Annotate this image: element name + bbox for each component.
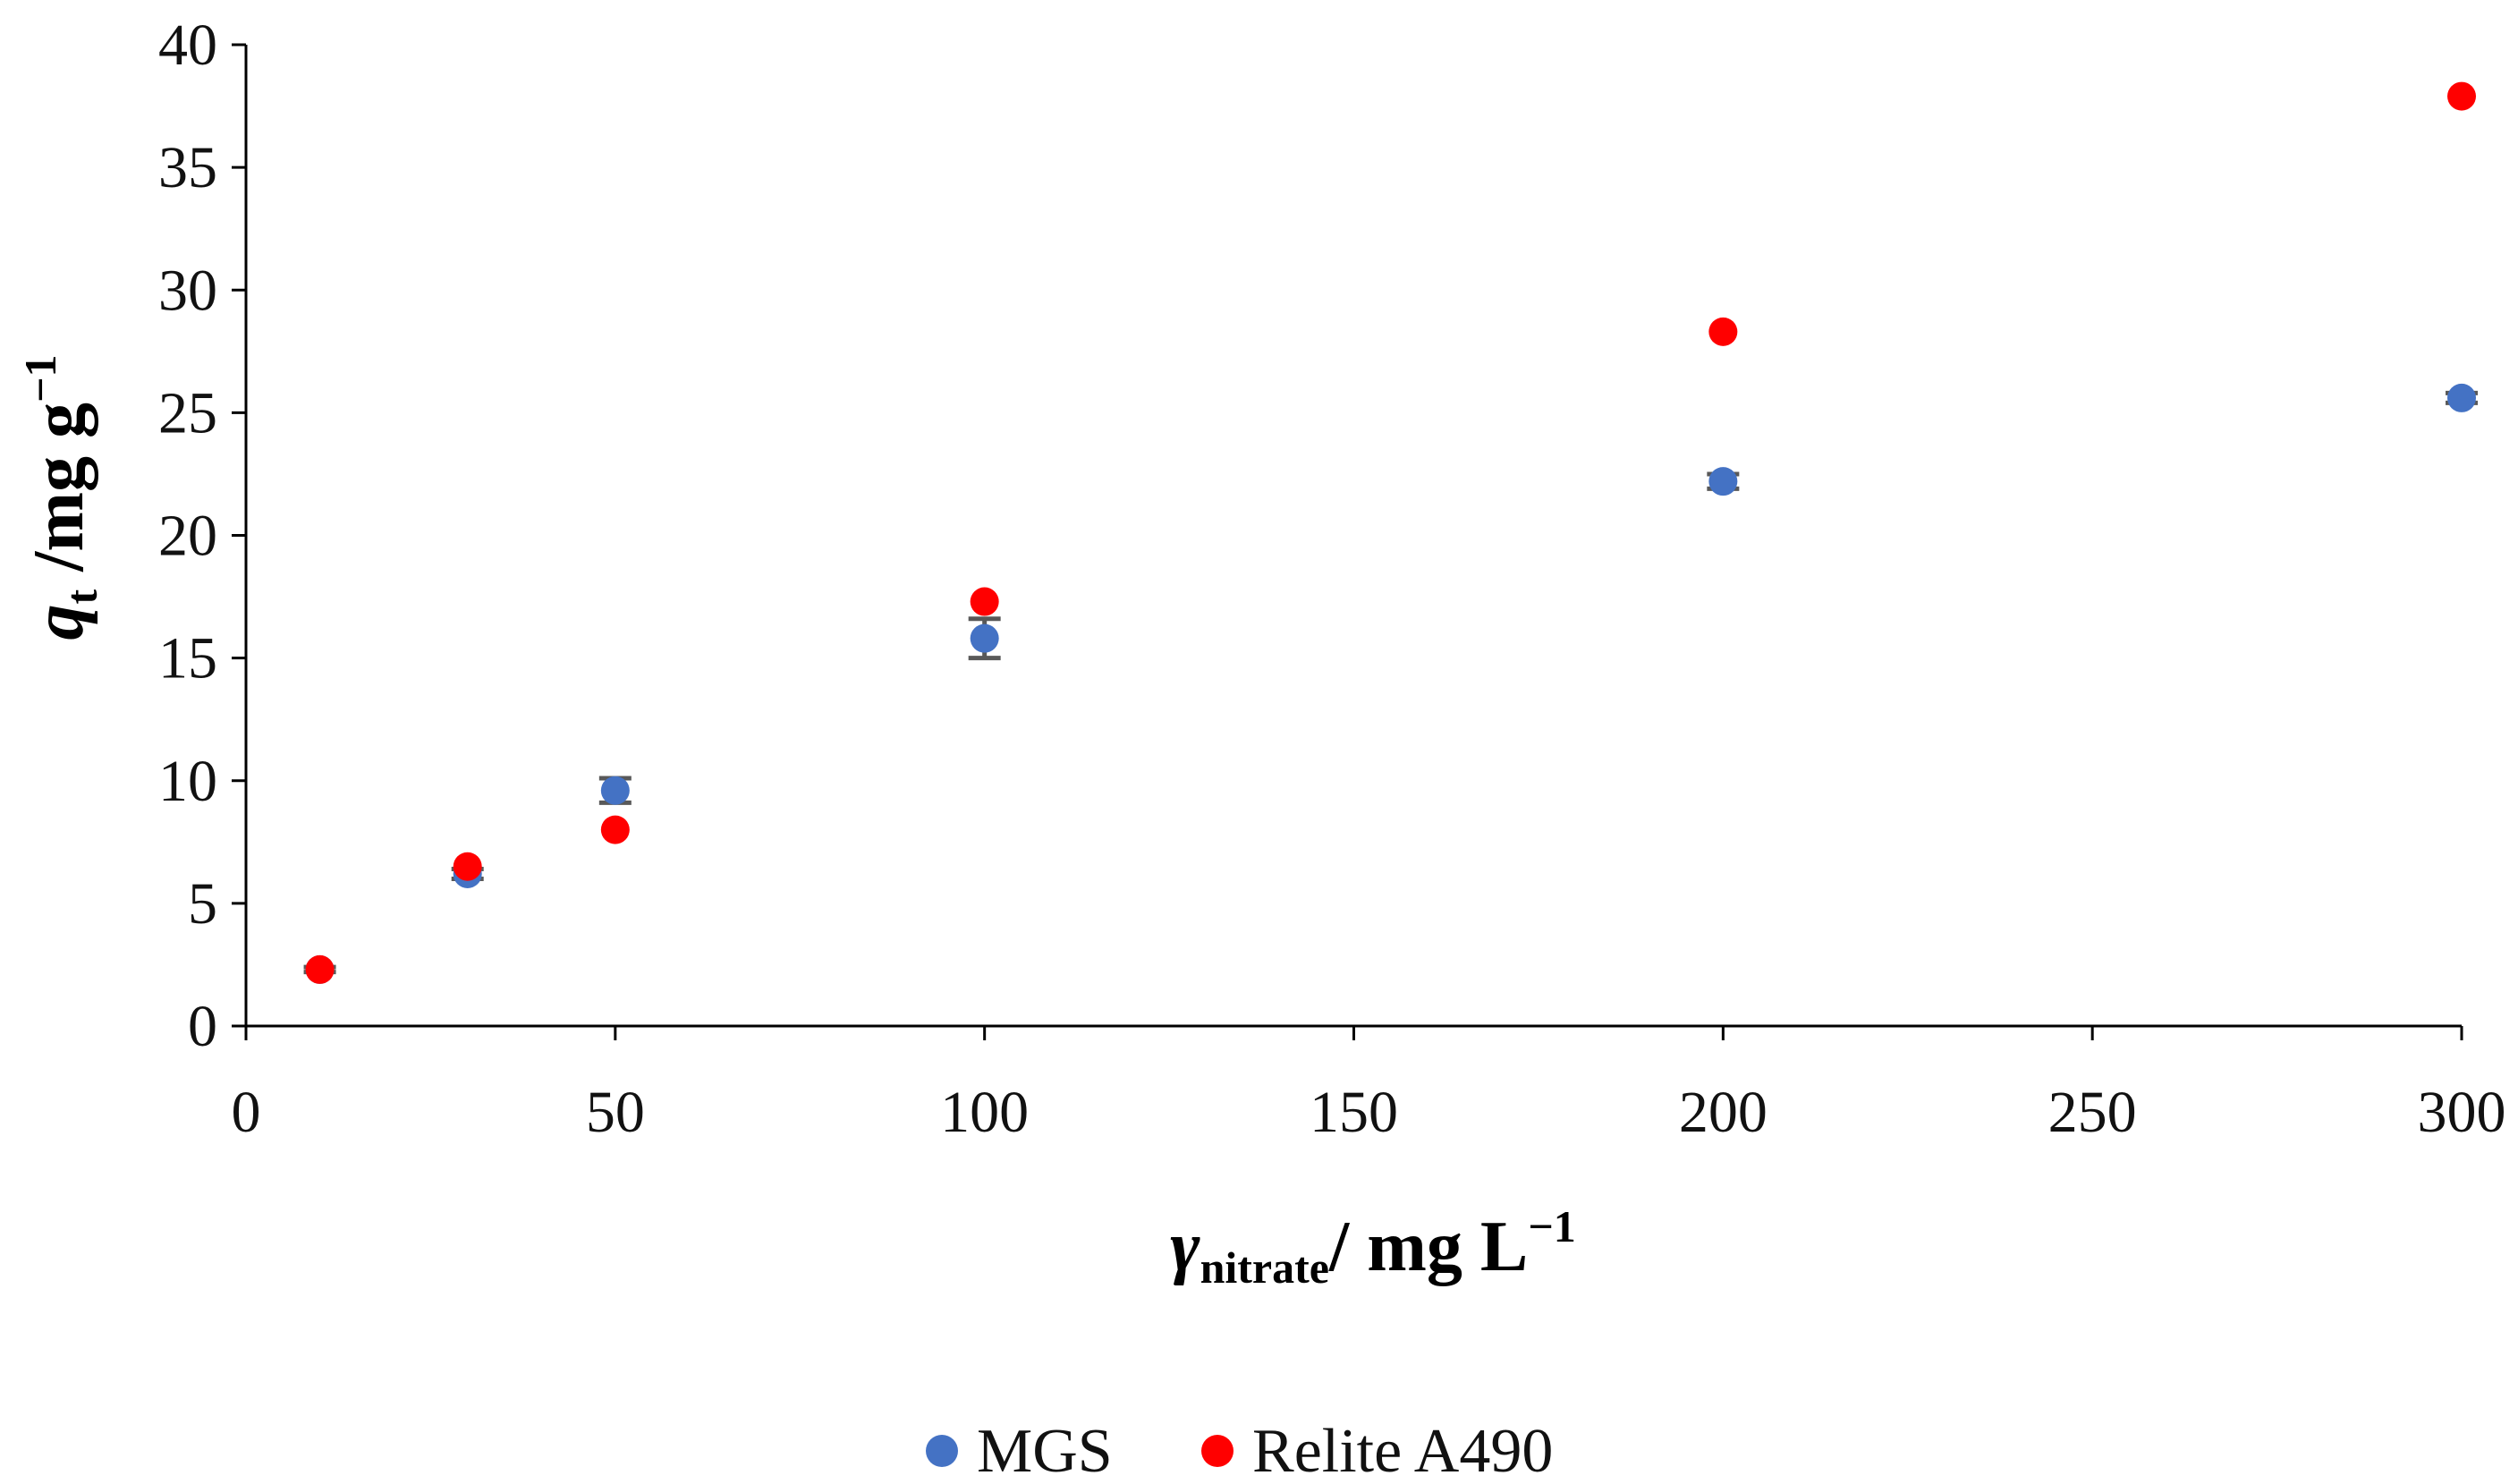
x-axis-ticks: 0 50 100 150 200 250 300 xyxy=(232,1026,2506,1145)
x-axis-title: γnitrate/ mg L−1 xyxy=(1170,1201,1575,1293)
y-tick-label: 30 xyxy=(158,258,217,323)
y-tick-label: 10 xyxy=(158,749,217,814)
data-point-relite-a490 xyxy=(2447,81,2476,111)
data-point-relite-a490 xyxy=(453,852,482,881)
legend-label-mgs: MGS xyxy=(977,1417,1113,1484)
x-tick-label: 300 xyxy=(2418,1080,2506,1145)
legend: MGS Relite A490 xyxy=(926,1417,1553,1484)
data-point-relite-a490 xyxy=(970,587,999,616)
y-tick-label: 0 xyxy=(188,994,217,1059)
x-tick-label: 200 xyxy=(1679,1080,1768,1145)
error-bars xyxy=(303,390,2478,975)
y-tick-label: 40 xyxy=(158,13,217,78)
data-point-mgs xyxy=(2447,383,2476,412)
x-tick-label: 100 xyxy=(940,1080,1029,1145)
y-tick-label: 25 xyxy=(158,380,217,445)
y-tick-label: 15 xyxy=(158,626,217,691)
y-axis-title: qt /mg g−1 xyxy=(15,354,106,640)
y-tick-label: 35 xyxy=(158,135,217,200)
x-tick-label: 150 xyxy=(1310,1080,1398,1145)
legend-label-relite-a490: Relite A490 xyxy=(1252,1417,1553,1484)
x-tick-label: 250 xyxy=(2048,1080,2137,1145)
y-tick-label: 5 xyxy=(188,871,217,937)
x-tick-label: 0 xyxy=(232,1080,261,1145)
data-point-relite-a490 xyxy=(600,815,630,844)
data-point-mgs xyxy=(970,623,999,653)
legend-marker-relite-a490 xyxy=(1201,1435,1234,1467)
data-point-mgs xyxy=(600,776,630,805)
y-axis-ticks: 0 5 10 15 20 25 30 35 40 xyxy=(158,13,246,1059)
x-tick-label: 50 xyxy=(586,1080,645,1145)
data-point-relite-a490 xyxy=(305,954,335,984)
data-point-mgs xyxy=(1708,467,1738,496)
data-points xyxy=(305,81,2476,984)
data-point-relite-a490 xyxy=(1708,317,1738,346)
legend-marker-mgs xyxy=(926,1435,958,1467)
y-tick-label: 20 xyxy=(158,504,217,569)
